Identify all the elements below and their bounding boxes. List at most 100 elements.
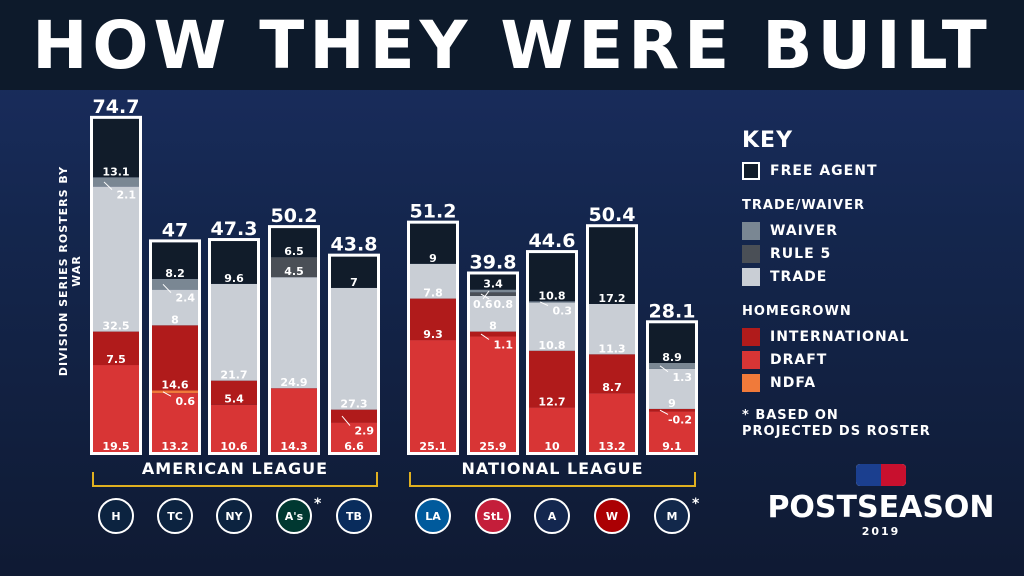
legend-free-agent: FREE AGENT	[742, 159, 932, 182]
leader-line	[659, 365, 669, 373]
bar-segment-trade	[410, 263, 456, 299]
legend-label: TRADE	[770, 268, 828, 285]
bar-segment-trade	[529, 302, 575, 351]
segment-value-label: 24.9	[280, 376, 307, 389]
segment-value-label: 5.4	[224, 393, 244, 406]
leader-line	[162, 283, 172, 294]
asterisk-mark: *	[314, 496, 322, 512]
bar-segment-trade	[152, 289, 198, 326]
segment-value-label: 13.1	[102, 165, 129, 178]
bar-segment-free-agent	[649, 323, 695, 363]
bar-total-label: 44.6	[529, 230, 576, 252]
legend-rule5: RULE 5	[742, 242, 932, 265]
leader-line	[659, 409, 669, 415]
segment-value-label: 2.9	[355, 425, 375, 438]
bar-segment-free-agent	[410, 223, 456, 264]
league-label: NATIONAL LEAGUE	[461, 459, 643, 478]
segment-value-label: 3.4	[483, 278, 503, 291]
bar-segment-trade	[470, 295, 516, 332]
legend-label: RULE 5	[770, 245, 832, 262]
segment-value-label: 7.8	[423, 287, 443, 300]
segment-value-label: 0.8	[494, 298, 514, 311]
segment-value-label: 11.3	[598, 342, 625, 355]
segment-value-label: 25.1	[419, 440, 446, 453]
segment-value-label: 7	[350, 276, 358, 289]
segment-value-label: 9.6	[224, 272, 244, 285]
segment-value-label: 2.4	[176, 292, 196, 305]
segment-value-label: 9.3	[423, 328, 443, 341]
segment-value-label: 9.1	[662, 440, 682, 453]
segment-value-label: 25.9	[479, 440, 506, 453]
bar-segment-international	[649, 408, 695, 412]
legend-label: FREE AGENT	[770, 162, 878, 179]
bar-segment-rule5	[271, 257, 317, 278]
bar-segment-draft	[649, 411, 695, 452]
leader-line	[341, 415, 351, 426]
bar-segment-free-agent	[589, 227, 635, 304]
legend-label: WAIVER	[770, 222, 839, 239]
bar-segment-waiver	[470, 289, 516, 293]
bar-outline	[467, 271, 519, 455]
bar-segment-free-agent	[152, 242, 198, 279]
bar-segment-trade	[93, 186, 139, 332]
segment-value-label: 19.5	[102, 440, 129, 453]
bar-total-label: 47.3	[211, 218, 258, 240]
team-logo-min: TC	[157, 498, 193, 534]
team-logo-nyy: NY	[216, 498, 252, 534]
segment-value-label: 8.2	[165, 267, 185, 280]
legend-international: INTERNATIONAL	[742, 325, 932, 348]
team-logo-tb: TB	[336, 498, 372, 534]
swatch	[742, 161, 760, 180]
team-logo-stl: StL	[475, 498, 511, 534]
segment-value-label: 27.3	[340, 398, 367, 411]
segment-value-label: 9	[668, 397, 676, 410]
legend-label: NDFA	[770, 374, 817, 391]
segment-value-label: 4.5	[284, 265, 304, 278]
bar-segment-international	[529, 350, 575, 408]
swatch	[742, 267, 760, 286]
bar-segment-trade	[649, 368, 695, 409]
swatch	[742, 221, 760, 240]
team-logo-hou: H	[98, 498, 134, 534]
segment-value-label: 1.3	[673, 371, 693, 384]
team-logo-oak: A's	[276, 498, 312, 534]
bar-total-label: 50.2	[271, 205, 318, 227]
leader-line	[539, 301, 549, 307]
bar-segment-waiver	[93, 177, 139, 187]
bar-total-label: 74.7	[93, 96, 140, 118]
segment-value-label: 9	[429, 252, 437, 265]
bar-segment-ndfa	[152, 390, 198, 394]
bar-total-label: 47	[162, 219, 188, 241]
bar-segment-draft	[93, 365, 139, 452]
bar-segment-draft	[331, 422, 377, 452]
swatch	[742, 327, 760, 346]
leader-line	[482, 290, 490, 300]
bar-segment-free-agent	[211, 241, 257, 284]
segment-value-label: 8.7	[602, 381, 622, 394]
segment-value-label: 10.6	[220, 440, 247, 453]
segment-value-label: 1.1	[494, 338, 514, 351]
bar-outline	[208, 238, 260, 455]
segment-value-label: 21.7	[220, 369, 247, 382]
asterisk-mark: *	[692, 496, 700, 512]
bar-total-label: 43.8	[331, 234, 378, 256]
segment-value-label: 14.6	[161, 378, 188, 391]
team-logo-lad: LA	[415, 498, 451, 534]
league-label: AMERICAN LEAGUE	[142, 459, 328, 478]
bar-total-label: 39.8	[470, 251, 517, 273]
segment-value-label: 0.6	[176, 395, 196, 408]
segment-value-label: 13.2	[598, 440, 625, 453]
swatch	[742, 350, 760, 369]
bar-total-label: 50.4	[589, 204, 636, 226]
bar-segment-free-agent	[93, 118, 139, 178]
legend-label: DRAFT	[770, 351, 828, 368]
bar-outline	[328, 253, 380, 455]
team-logo-atl: A	[534, 498, 570, 534]
segment-value-label: 0.6	[473, 298, 493, 311]
mlb-logo-icon	[856, 464, 906, 486]
legend-trade: TRADE	[742, 265, 932, 288]
bar-segment-trade	[211, 283, 257, 381]
bar-outline	[526, 250, 578, 455]
segment-value-label: 0.3	[553, 305, 573, 318]
bar-segment-draft	[470, 336, 516, 452]
